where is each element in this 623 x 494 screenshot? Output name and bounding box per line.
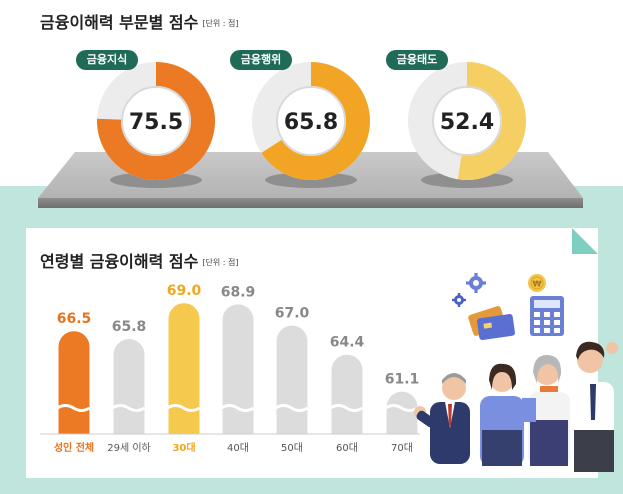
donut-value-label: 52.4 <box>440 110 494 135</box>
bar-break-mark <box>166 404 201 412</box>
bar-value-label: 65.8 <box>112 319 147 335</box>
bar-category-label: 70대 <box>391 442 413 454</box>
svg-text:₩: ₩ <box>533 280 542 289</box>
donut-center <box>433 87 501 155</box>
donut-chart-area: 75.5 65.8 52.4 <box>38 62 583 208</box>
section-title-category-scores: 금융이해력 부문별 점수 [단위 : 점] <box>40 9 238 33</box>
bar-value-label: 68.9 <box>221 284 256 300</box>
bar-break-mark <box>329 404 364 412</box>
section-title-text: 금융이해력 부문별 점수 <box>40 13 199 32</box>
bar <box>222 304 254 434</box>
bar <box>58 331 90 434</box>
bar-category-label: 성인 전체 <box>54 441 94 454</box>
bar-category-label: 50대 <box>281 442 303 454</box>
calculator-icon <box>530 296 564 336</box>
illustration-people: ₩ <box>414 273 618 472</box>
credit-card-icon <box>468 306 515 341</box>
pill-financial-attitude: 금융태도 <box>386 50 448 70</box>
bar <box>168 303 200 434</box>
donut-center <box>122 87 190 155</box>
person-older-man <box>414 373 470 464</box>
person-young-man <box>574 341 618 472</box>
bar-value-label: 67.0 <box>275 306 310 322</box>
unit-label: [단위 : 점] <box>202 258 239 267</box>
bar-break-mark <box>220 404 255 412</box>
bar <box>276 325 308 434</box>
bar-break-mark <box>384 404 419 412</box>
bar <box>386 391 418 434</box>
bar-category-label: 29세 이하 <box>107 441 151 454</box>
card-fold-corner <box>572 228 598 254</box>
donut-arc <box>252 62 370 180</box>
bar-break-mark <box>274 404 309 412</box>
bar-break-mark <box>111 404 146 412</box>
section-title-text: 연령별 금융이해력 점수 <box>40 252 199 271</box>
section-title-age-scores: 연령별 금융이해력 점수 [단위 : 점] <box>40 248 238 272</box>
bar-value-label: 69.0 <box>167 283 202 299</box>
bar-value-label: 61.1 <box>385 372 420 388</box>
pill-financial-knowledge: 금융지식 <box>76 50 138 70</box>
bar <box>331 354 363 434</box>
bar-break-mark <box>56 404 91 412</box>
platform-front <box>38 198 583 208</box>
coin-icon: ₩ <box>528 274 546 292</box>
donut-arc <box>408 62 526 180</box>
donut-center-ring <box>276 86 346 156</box>
person-grey-haired-woman <box>522 354 570 466</box>
pill-financial-behavior: 금융행위 <box>230 50 292 70</box>
donut-center-ring <box>432 86 502 156</box>
donut-value-label: 65.8 <box>284 110 338 135</box>
bar-category-label: 30대 <box>172 441 195 454</box>
unit-label: [단위 : 점] <box>202 19 239 28</box>
bar-category-label: 60대 <box>336 442 358 454</box>
bar-value-label: 64.4 <box>330 335 365 351</box>
bar <box>113 339 145 434</box>
bar-value-label: 66.5 <box>57 311 92 327</box>
donut-value-label: 75.5 <box>129 110 183 135</box>
person-woman <box>480 363 524 466</box>
gear-icon <box>452 293 466 307</box>
gear-icon <box>466 273 486 293</box>
bar-category-label: 40대 <box>227 442 249 454</box>
donut-center-ring <box>121 86 191 156</box>
donut-arc <box>97 62 215 180</box>
donut-center <box>277 87 345 155</box>
